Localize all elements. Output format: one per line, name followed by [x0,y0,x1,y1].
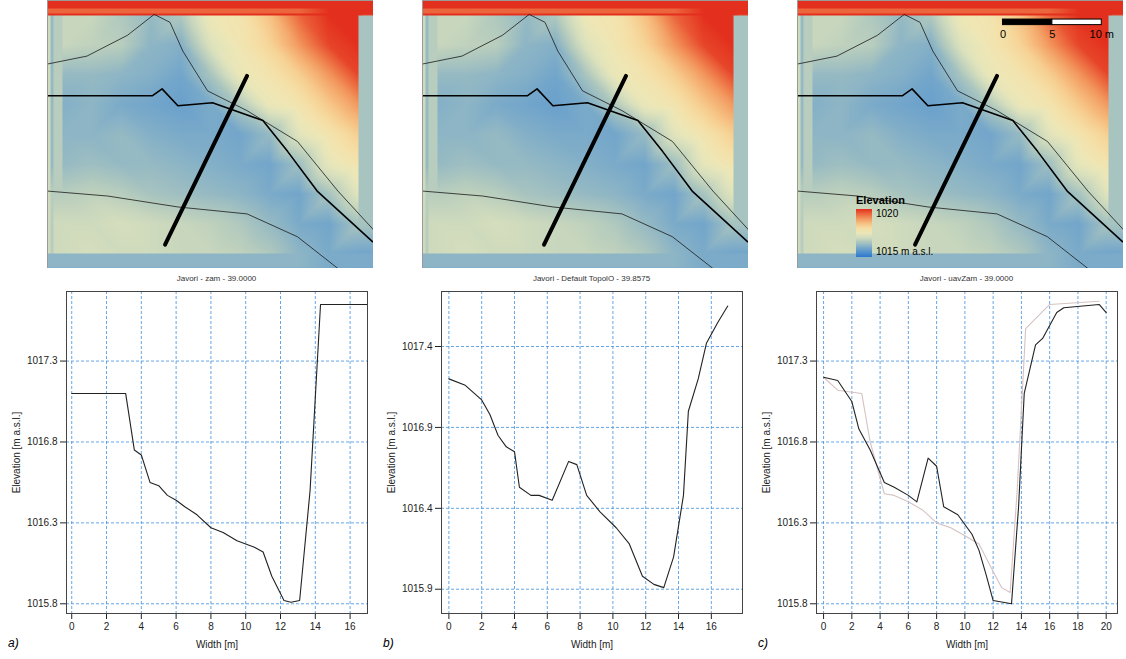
svg-text:4: 4 [139,621,145,632]
svg-text:10: 10 [240,621,252,632]
html-text:a): a) [8,636,19,650]
svg-text:Elevation [m a.s.l.]: Elevation [m a.s.l.] [386,411,397,493]
svg-text:6: 6 [906,621,912,632]
svg-text:6: 6 [545,621,551,632]
svg-text:8: 8 [208,621,214,632]
html-text:b): b) [383,636,394,650]
svg-text:14: 14 [310,621,322,632]
svg-text:12: 12 [988,621,1000,632]
svg-text:2: 2 [479,621,485,632]
svg-text:1017.3: 1017.3 [27,355,58,366]
svg-text:1016.8: 1016.8 [27,436,58,447]
svg-text:10: 10 [959,621,971,632]
svg-text:10: 10 [607,621,619,632]
svg-text:14: 14 [673,621,685,632]
svg-text:4: 4 [877,621,883,632]
html-text:Javori - uavZam - 39.0000: Javori - uavZam - 39.0000 [919,274,1014,283]
html-text:1015 m a.s.l.: 1015 m a.s.l. [876,246,934,257]
svg-text:16: 16 [706,621,718,632]
svg-text:16: 16 [345,621,357,632]
svg-text:5: 5 [1049,28,1055,40]
svg-text:12: 12 [275,621,287,632]
svg-text:16: 16 [1044,621,1056,632]
html-text:c): c) [758,636,768,650]
html-text:Javori - zam - 39.0000: Javori - zam - 39.0000 [176,274,257,283]
svg-text:6: 6 [173,621,179,632]
svg-text:4: 4 [512,621,518,632]
svg-text:Width [m]: Width [m] [946,639,988,650]
html-text:Elevation: Elevation [856,194,905,206]
svg-text:14: 14 [1016,621,1028,632]
svg-text:Elevation [m a.s.l.]: Elevation [m a.s.l.] [11,411,22,493]
svg-text:0: 0 [1000,28,1006,40]
svg-text:2: 2 [104,621,110,632]
svg-text:2: 2 [849,621,855,632]
svg-text:1016.3: 1016.3 [777,517,808,528]
html-text:1020: 1020 [876,208,899,219]
svg-text:1016.8: 1016.8 [777,436,808,447]
svg-text:0: 0 [446,621,452,632]
svg-text:1017.4: 1017.4 [402,341,433,352]
svg-text:18: 18 [1072,621,1084,632]
svg-text:Elevation [m a.s.l.]: Elevation [m a.s.l.] [761,411,772,493]
svg-text:1015.8: 1015.8 [777,598,808,609]
svg-text:Width [m]: Width [m] [196,639,238,650]
svg-text:1017.3: 1017.3 [777,355,808,366]
svg-text:0: 0 [821,621,827,632]
svg-text:1015.9: 1015.9 [402,583,433,594]
svg-text:1016.9: 1016.9 [402,422,433,433]
svg-text:1016.3: 1016.3 [27,517,58,528]
svg-text:20: 20 [1101,621,1113,632]
html-text:Javori - Default TopolO - 39.8: Javori - Default TopolO - 39.8575 [532,274,651,283]
svg-text:12: 12 [640,621,652,632]
svg-text:Width [m]: Width [m] [571,639,613,650]
svg-text:0: 0 [69,621,75,632]
svg-text:1016.4: 1016.4 [402,503,433,514]
svg-text:10 m: 10 m [1090,28,1114,40]
svg-text:8: 8 [577,621,583,632]
svg-text:8: 8 [934,621,940,632]
svg-text:1015.8: 1015.8 [27,598,58,609]
